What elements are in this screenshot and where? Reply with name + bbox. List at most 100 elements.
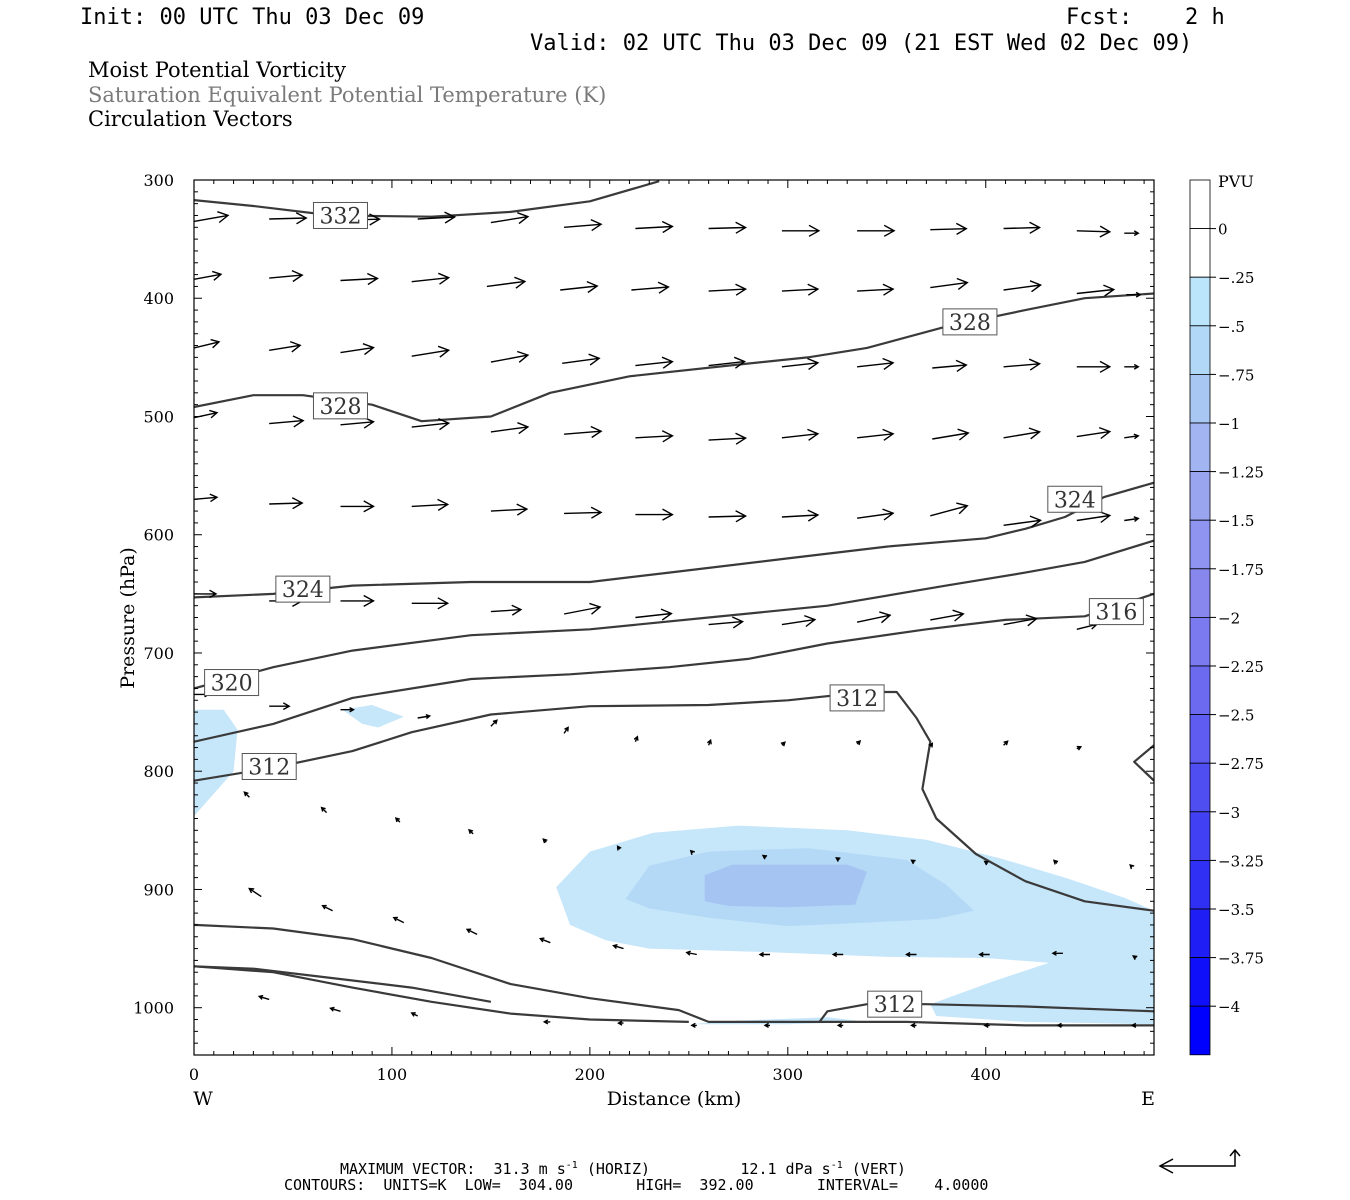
contour-label-box	[204, 669, 260, 697]
circulation-vector-arrow	[538, 937, 551, 944]
colorbar-level-label: −3.5	[1218, 901, 1254, 919]
circulation-vector-arrow	[1003, 614, 1039, 627]
circulation-vector-arrow	[257, 994, 270, 1001]
colorbar-swatch	[1189, 1005, 1211, 1056]
colorbar-swatch	[1189, 957, 1211, 1007]
x-tick-label: 400	[970, 1065, 1001, 1084]
vert-tag: (VERT)	[851, 1160, 906, 1178]
vert-exponent: -1	[830, 1160, 843, 1171]
circulation-vector-arrow	[1003, 515, 1043, 528]
circulation-vector-arrow	[411, 418, 451, 431]
circulation-vector-arrow	[340, 594, 375, 608]
circulation-vector-arrow	[1076, 284, 1116, 297]
vert-max-value: 12.1 dPa s	[740, 1160, 831, 1178]
y-tick-label: 300	[143, 171, 174, 190]
circulation-vector-arrow	[1124, 363, 1140, 370]
circulation-vector-arrow	[248, 887, 262, 898]
circulation-vector-arrow	[930, 609, 965, 622]
x-end-label-left: W	[193, 1088, 213, 1110]
valid-time: Valid: 02 UTC Thu 03 Dec 09 (21 EST Wed …	[530, 31, 1193, 56]
circulation-vector-arrow	[560, 280, 599, 294]
circulation-vector-arrow	[635, 508, 674, 521]
circulation-vector-arrow	[417, 713, 432, 720]
x-end-label-right: E	[1141, 1088, 1155, 1110]
circulation-vector-arrow	[763, 1022, 770, 1029]
contour-label-box	[1047, 485, 1103, 513]
pv-shaded-region	[704, 864, 867, 908]
circulation-vector-arrow	[855, 739, 862, 746]
max-vector-line: MAXIMUM VECTOR: 31.3 m s-1 (HORIZ) 12.1 …	[340, 1158, 906, 1177]
title-mpv: Moist Potential Vorticity	[88, 58, 346, 82]
circulation-vector-arrow	[978, 951, 990, 958]
colorbar-level-label: −.25	[1218, 269, 1254, 287]
circulation-vector-arrow	[1131, 955, 1138, 961]
y-tick-label: 600	[143, 526, 174, 545]
colorbar-level-label: −3.25	[1218, 852, 1264, 870]
pv-shaded-region	[688, 1017, 867, 1025]
colorbar-swatch	[1189, 811, 1211, 861]
y-axis-label: Pressure (hPa)	[117, 547, 139, 689]
y-tick-label: 1000	[133, 999, 174, 1018]
colorbar-swatch	[1189, 714, 1211, 764]
circulation-vector-arrow	[635, 608, 673, 621]
circulation-vector-arrow	[1003, 221, 1042, 234]
circulation-vector-arrow	[1126, 291, 1142, 298]
contour-label-box	[241, 752, 297, 780]
circulation-vector-arrow	[490, 422, 530, 435]
circulation-vector-arrow	[562, 353, 601, 366]
colorbar-title: PVU	[1218, 172, 1254, 191]
horiz-exponent: -1	[565, 1160, 578, 1171]
circulation-vector-arrow	[564, 425, 603, 439]
circulation-vector-arrow	[910, 859, 916, 865]
circulation-vector-arrow	[857, 283, 895, 296]
horiz-max-value: 31.3 m s	[493, 1160, 566, 1178]
circulation-vector-arrow	[1124, 516, 1140, 522]
contour-label-box	[1088, 598, 1144, 626]
circulation-vector-arrow	[1052, 859, 1059, 865]
circulation-vector-arrow	[269, 269, 304, 283]
x-tick-label: 0	[189, 1065, 199, 1084]
colorbar-swatch	[1189, 519, 1211, 570]
circulation-vector-arrow	[563, 726, 569, 734]
circulation-vector-arrow	[321, 904, 333, 912]
circulation-vector-arrow	[340, 272, 379, 286]
circulation-vector-arrow	[857, 357, 895, 370]
circulation-vector-arrow	[490, 503, 529, 516]
pv-shaded-region	[342, 705, 404, 728]
circulation-vector-arrow	[856, 611, 892, 624]
max-vector-label: MAXIMUM VECTOR:	[340, 1160, 476, 1178]
colorbar-swatch	[1189, 908, 1211, 958]
theta-es-contours	[194, 180, 1154, 1027]
contour-label: 324	[282, 578, 324, 603]
circulation-vector-arrow	[269, 212, 308, 225]
circulation-vector-arrow	[930, 277, 969, 290]
y-tick-label: 400	[143, 289, 174, 308]
circulation-vector-arrow	[930, 222, 968, 236]
circulation-vector-arrow	[706, 738, 712, 746]
reference-vector-arrow	[1158, 1148, 1241, 1174]
circulation-vector-arrow	[243, 791, 250, 798]
circulation-vector-arrow	[394, 817, 401, 823]
circulation-vector-arrow	[411, 272, 451, 285]
circulation-vector-arrow	[1076, 510, 1112, 524]
circulation-vector-arrow	[932, 359, 968, 372]
circulation-vectors	[193, 211, 1142, 1029]
circulation-vector-arrow	[831, 951, 844, 958]
theta-es-contour-line	[194, 180, 660, 218]
circulation-vector-arrow	[781, 509, 820, 522]
circulation-vector-arrow	[490, 719, 498, 727]
colorbar-level-label: −1.75	[1218, 561, 1264, 579]
contour-label: 328	[949, 311, 991, 336]
circulation-vector-arrow	[781, 283, 820, 296]
theta-es-contour-line	[194, 539, 1154, 690]
contour-label-box	[312, 201, 368, 229]
circulation-vector-arrow	[1003, 358, 1042, 371]
circulation-vector-arrow	[1124, 433, 1140, 440]
circulation-vector-arrow	[193, 211, 230, 224]
circulation-vector-arrow	[631, 281, 670, 294]
circulation-vector-arrow	[269, 415, 305, 428]
circulation-vector-arrow	[411, 597, 450, 610]
circulation-vector-arrow	[635, 356, 674, 369]
circulation-vector-arrow	[1076, 745, 1083, 751]
